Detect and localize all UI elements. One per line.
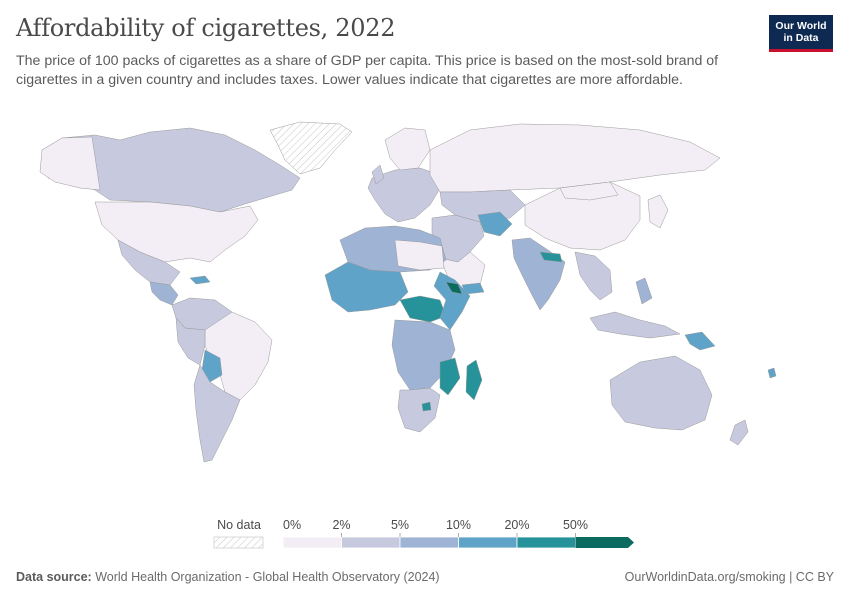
legend-bin-0[interactable] [282, 536, 342, 549]
owid-logo[interactable]: Our World in Data [769, 15, 833, 52]
legend-bin-5[interactable] [575, 537, 635, 548]
map-region-central-africa[interactable] [399, 295, 447, 323]
map-region-east-central-africa[interactable] [391, 319, 456, 391]
map-region-southeast-asia[interactable] [574, 251, 613, 301]
map-region-uk[interactable] [371, 164, 385, 185]
map-region-india[interactable] [511, 237, 566, 311]
footer-source: Data source: World Health Organization -… [16, 570, 440, 584]
legend-tick-label: 0% [283, 518, 301, 532]
footer-source-text: World Health Organization - Global Healt… [95, 570, 440, 584]
map-region-eritrea[interactable] [445, 281, 463, 295]
legend-tick-label: 50% [563, 518, 588, 532]
map-region-alaska-canada[interactable] [41, 127, 301, 213]
map-region-russia[interactable] [429, 123, 721, 193]
chart-title: Affordability of cigarettes, 2022 [16, 14, 396, 42]
legend-bin-4[interactable] [516, 536, 576, 549]
map-region-japan[interactable] [647, 194, 669, 229]
legend-bin-1[interactable] [341, 536, 401, 549]
legend-bin-3[interactable] [458, 536, 518, 549]
legend: No data 0% 2% 5% 10% 20% 50% [213, 518, 635, 549]
footer-url[interactable]: OurWorldinData.org/smoking | CC BY [624, 570, 834, 584]
legend-no-data-swatch [213, 536, 264, 549]
map-region-central-america[interactable] [149, 281, 179, 306]
map-region-nepal[interactable] [539, 251, 563, 263]
map-region-peru[interactable] [175, 317, 206, 366]
map-region-central-asia[interactable] [439, 189, 526, 223]
logo-line-1: Our World [775, 20, 827, 32]
legend-bin-2[interactable] [399, 536, 459, 549]
footer: Data source: World Health Organization -… [16, 570, 834, 584]
map-region-afghanistan[interactable] [477, 211, 513, 237]
map-region-west-africa[interactable] [324, 261, 409, 313]
logo-line-2: in Data [783, 32, 819, 44]
map-region-egypt-libya[interactable] [394, 239, 445, 271]
legend-tick-label: 10% [446, 518, 471, 532]
map-region-mozambique[interactable] [439, 357, 461, 396]
legend-no-data-label: No data [217, 518, 261, 532]
chart-subtitle: The price of 100 packs of cigarettes as … [16, 53, 719, 88]
map-region-caribbean[interactable] [189, 275, 211, 285]
legend-tick-label: 20% [504, 518, 529, 532]
footer-source-label: Data source: [16, 570, 92, 584]
map-region-usa[interactable] [94, 201, 259, 263]
map-region-pacific-islands[interactable] [767, 367, 777, 379]
map-region-greenland[interactable] [269, 121, 353, 175]
map-region-lesotho[interactable] [421, 401, 432, 412]
map-region-australia[interactable] [609, 355, 713, 431]
map-region-new-zealand[interactable] [729, 419, 749, 446]
map-region-argentina-chile[interactable] [193, 364, 241, 463]
map-region-philippines[interactable] [635, 277, 653, 305]
legend-tick-label: 2% [332, 518, 350, 532]
map-region-southern-africa[interactable] [397, 387, 441, 433]
map-region-papua-new-guinea[interactable] [684, 331, 716, 351]
map-region-scandinavia[interactable] [384, 127, 431, 171]
map-region-bolivia[interactable] [201, 349, 223, 383]
map-region-madagascar[interactable] [465, 359, 483, 401]
map-region-mongolia[interactable] [559, 181, 619, 201]
map-region-indonesia[interactable] [589, 311, 681, 339]
world-map[interactable] [0, 100, 850, 520]
map-region-alaska[interactable] [39, 136, 101, 191]
legend-tick-label: 5% [391, 518, 409, 532]
